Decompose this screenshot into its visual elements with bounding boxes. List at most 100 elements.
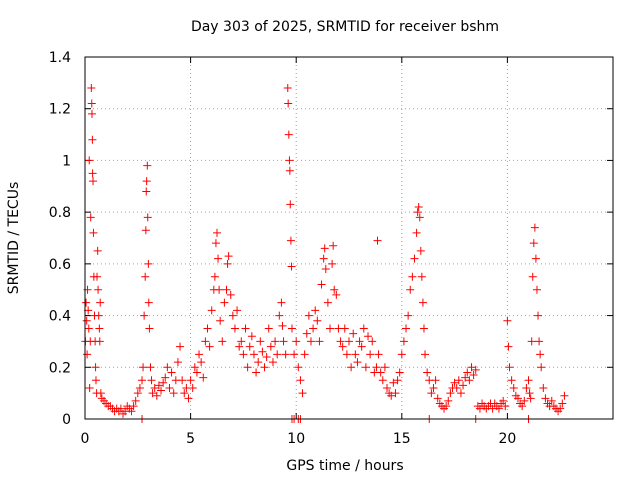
data-point <box>94 285 103 294</box>
data-point <box>224 252 233 261</box>
data-point <box>144 298 153 307</box>
data-point <box>273 350 282 359</box>
data-point <box>286 200 295 209</box>
data-point <box>142 187 151 196</box>
data-point <box>302 329 311 338</box>
data-point <box>131 396 140 405</box>
data-point <box>329 241 338 250</box>
data-point <box>465 376 474 385</box>
data-point <box>319 254 328 263</box>
data-point <box>167 368 176 377</box>
data-point <box>281 350 290 359</box>
data-point <box>142 177 151 186</box>
data-point <box>211 239 220 248</box>
data-point <box>469 371 478 380</box>
y-tick-label: 0 <box>62 412 71 428</box>
y-axis-label: SRMTID / TECUs <box>6 182 22 295</box>
data-point <box>415 213 424 222</box>
data-point <box>88 169 97 178</box>
data-point <box>309 324 318 333</box>
data-point <box>547 396 556 405</box>
data-point <box>256 337 265 346</box>
x-tick-label: 15 <box>393 431 411 447</box>
data-point <box>139 363 148 372</box>
data-point <box>504 342 513 351</box>
data-point <box>127 407 136 416</box>
data-point <box>427 389 436 398</box>
data-point <box>143 213 152 222</box>
data-point <box>416 246 425 255</box>
data-point <box>82 298 91 307</box>
data-point <box>96 298 105 307</box>
data-point <box>91 363 100 372</box>
data-point <box>163 363 172 372</box>
x-axis-label: GPS time / hours <box>286 458 403 474</box>
data-point <box>373 236 382 245</box>
data-point <box>471 365 480 374</box>
data-point <box>531 254 540 263</box>
data-point <box>361 363 370 372</box>
data-point <box>260 363 269 372</box>
data-point <box>429 383 438 392</box>
data-point <box>89 177 98 186</box>
data-point <box>501 402 510 411</box>
data-point <box>513 394 522 403</box>
data-point <box>395 368 404 377</box>
data-point <box>383 383 392 392</box>
data-point <box>467 363 476 372</box>
data-point <box>450 378 459 387</box>
data-point <box>452 383 461 392</box>
data-point <box>197 358 206 367</box>
data-point <box>404 311 413 320</box>
y-tick-label: 0.2 <box>49 360 71 376</box>
data-point <box>419 324 428 333</box>
data-point <box>342 350 351 359</box>
data-point <box>271 337 280 346</box>
data-point <box>279 337 288 346</box>
data-point <box>85 156 94 165</box>
data-point <box>359 324 368 333</box>
x-tick-label: 10 <box>287 431 305 447</box>
data-point <box>93 246 102 255</box>
data-point <box>145 324 154 333</box>
data-point <box>414 202 423 211</box>
y-tick-label: 0.8 <box>49 205 71 221</box>
data-point <box>528 272 537 281</box>
data-point <box>330 285 339 294</box>
data-point <box>444 396 453 405</box>
data-point <box>86 213 95 222</box>
data-point <box>188 383 197 392</box>
data-point <box>300 350 309 359</box>
data-point <box>402 324 411 333</box>
data-point <box>199 373 208 382</box>
data-point <box>389 378 398 387</box>
data-point <box>222 285 231 294</box>
data-point <box>146 363 155 372</box>
data-point <box>556 404 565 413</box>
data-point <box>306 337 315 346</box>
data-point <box>201 337 210 346</box>
data-point <box>393 376 402 385</box>
data-point <box>262 352 271 361</box>
data-point <box>292 337 301 346</box>
data-point <box>446 389 455 398</box>
x-tick-label: 0 <box>81 431 90 447</box>
y-tick-label: 0.4 <box>49 309 71 325</box>
data-point <box>254 358 263 367</box>
data-point <box>116 404 125 413</box>
data-point <box>499 396 508 405</box>
data-point <box>184 394 193 403</box>
data-point <box>85 383 94 392</box>
data-point <box>133 389 142 398</box>
data-point <box>298 389 307 398</box>
data-point <box>214 254 223 263</box>
data-point <box>275 311 284 320</box>
data-point <box>357 342 366 351</box>
data-point <box>220 298 229 307</box>
data-point <box>169 389 178 398</box>
y-tick-label: 1.4 <box>49 50 71 66</box>
data-point <box>536 350 545 359</box>
data-point <box>290 350 299 359</box>
data-point <box>505 363 514 372</box>
data-point <box>230 324 239 333</box>
